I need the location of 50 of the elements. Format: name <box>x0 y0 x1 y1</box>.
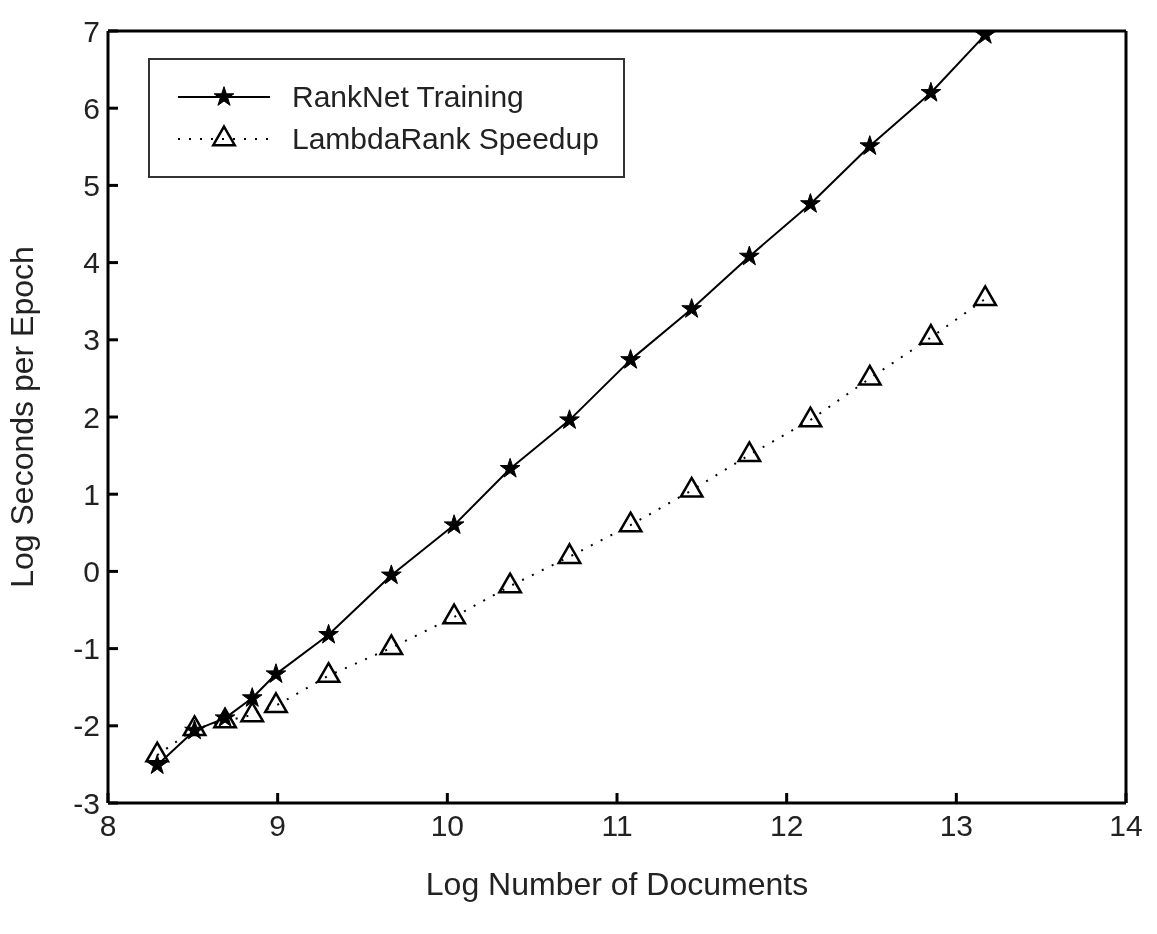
x-tick-label: 8 <box>99 809 117 843</box>
point <box>316 661 341 684</box>
point <box>318 623 339 644</box>
point <box>498 572 523 594</box>
point <box>620 349 641 369</box>
point <box>557 543 582 565</box>
y-tick-label: -2 <box>73 709 100 743</box>
x-axis-title: Log Number of Documents <box>425 866 809 902</box>
x-tick-label: 9 <box>269 809 287 843</box>
y-tick-label: -1 <box>73 632 100 666</box>
point <box>618 511 643 533</box>
point <box>739 245 760 266</box>
point <box>240 701 265 723</box>
point <box>379 634 404 656</box>
y-tick-label: -3 <box>73 786 100 820</box>
point <box>859 135 881 155</box>
point <box>798 406 823 428</box>
y-tick-label: 0 <box>83 555 100 589</box>
point <box>145 741 170 763</box>
x-tick-label: 12 <box>769 809 804 843</box>
point <box>241 687 263 707</box>
point <box>442 603 467 625</box>
point <box>679 476 704 498</box>
point <box>800 193 821 213</box>
x-tick-label: 11 <box>601 809 633 843</box>
point <box>443 514 465 534</box>
y-tick-label: 5 <box>83 169 100 203</box>
point <box>920 81 942 102</box>
point <box>499 457 521 478</box>
y-tick-label: 6 <box>83 91 100 125</box>
point <box>559 409 580 429</box>
point <box>857 364 882 386</box>
y-tick-label: 4 <box>83 246 100 280</box>
x-tick-label: 10 <box>430 809 465 843</box>
y-tick-label: 2 <box>83 400 100 434</box>
y-axis-title: Log Seconds per Epoch <box>4 246 41 588</box>
x-tick-label: 14 <box>1109 809 1143 843</box>
point <box>381 564 402 585</box>
point <box>737 441 762 463</box>
point <box>263 692 288 714</box>
y-tick-label: 1 <box>83 477 100 511</box>
legend-label: RankNet Training <box>292 80 524 114</box>
point <box>973 285 998 307</box>
y-tick-label: 3 <box>83 323 100 357</box>
point <box>918 323 943 345</box>
legend-label: LambdaRank Speedup <box>292 122 599 156</box>
point <box>265 663 287 683</box>
y-tick-label: 7 <box>83 14 100 48</box>
x-tick-label: 13 <box>939 809 974 843</box>
point <box>681 298 702 318</box>
